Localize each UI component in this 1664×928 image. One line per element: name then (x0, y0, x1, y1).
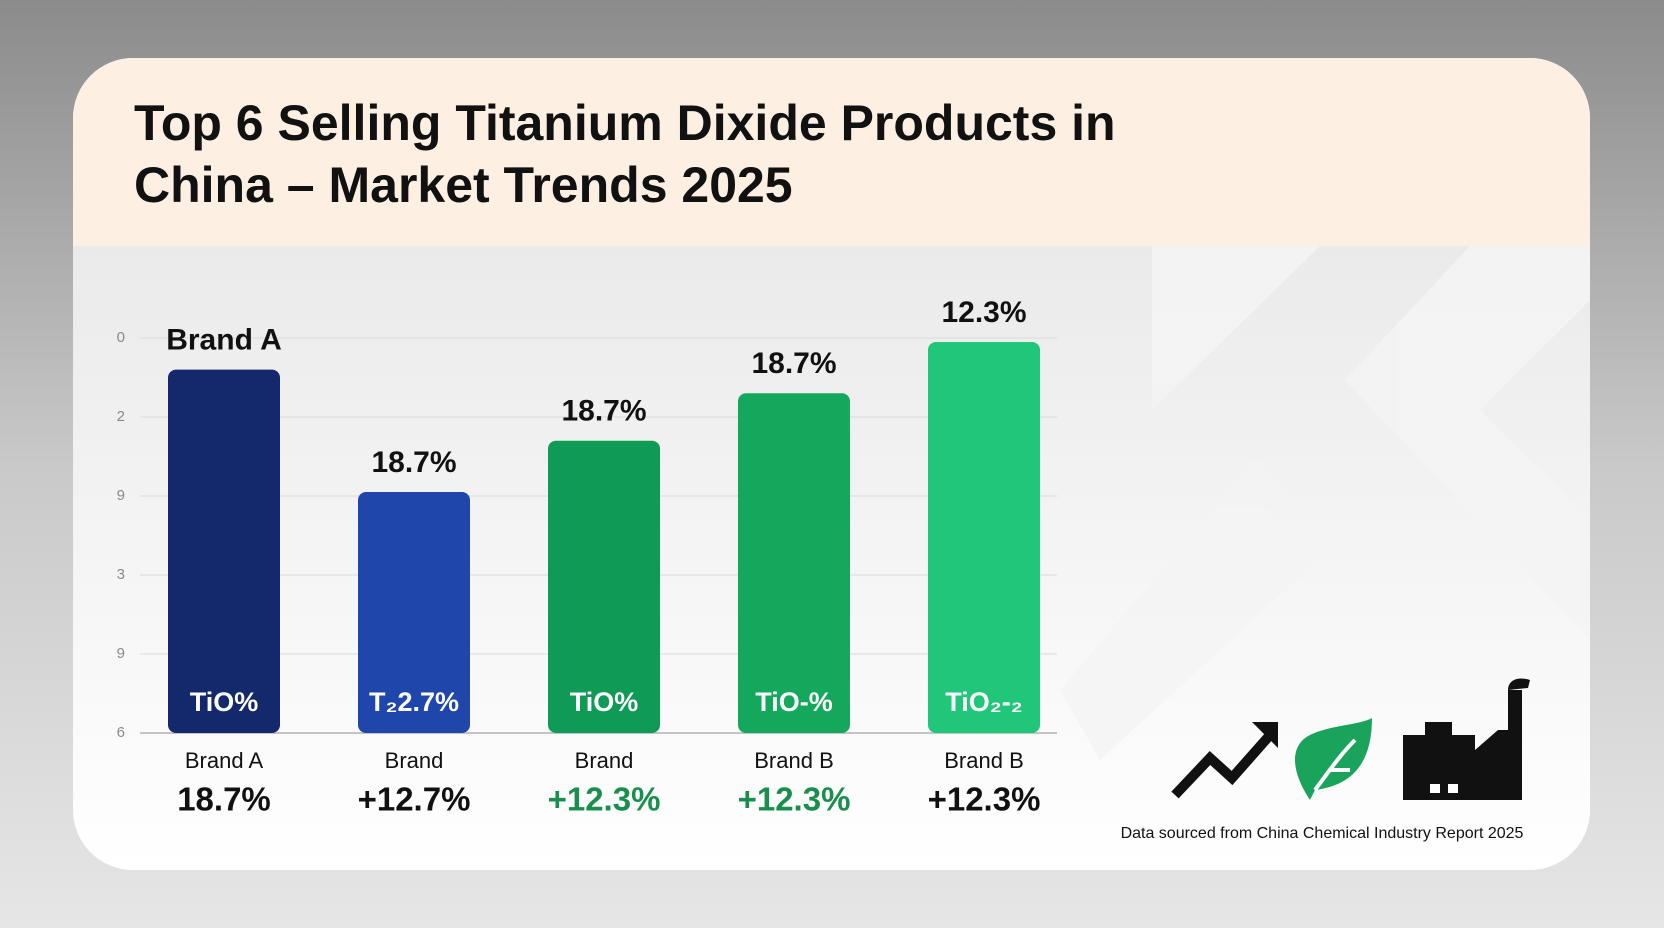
bar-inner-label: TiO% (190, 687, 259, 717)
leaf-vein (1313, 738, 1357, 792)
source-note: Data sourced from China Chemical Industr… (1121, 825, 1524, 842)
bar-top-label: 18.7% (561, 395, 646, 428)
bar-inner-label: TiO% (570, 687, 639, 717)
x-tick-label: Brand A (185, 748, 264, 773)
bar (738, 393, 850, 733)
factory-smoke (1508, 678, 1530, 690)
y-tick-label: 9 (117, 487, 125, 504)
bar (548, 440, 660, 733)
decoration (1060, 246, 1590, 760)
header (73, 58, 1590, 246)
factory-window (1448, 784, 1458, 793)
change-label: +12.3% (928, 781, 1041, 818)
bar-top-label: 12.3% (941, 296, 1026, 329)
change-label: 18.7% (177, 781, 271, 818)
bar-inner-label: TiO-% (755, 687, 833, 717)
x-tick-label: Brand B (754, 748, 834, 773)
y-tick-label: 0 (117, 329, 125, 346)
factory-window (1430, 784, 1440, 793)
change-label: +12.7% (358, 781, 471, 818)
y-tick-label: 3 (117, 566, 125, 583)
y-tick-label: 2 (117, 408, 125, 425)
change-label: +12.3% (548, 781, 661, 818)
bar-top-label: Brand A (166, 324, 282, 357)
bar (358, 492, 470, 733)
factory-icon (1403, 690, 1522, 800)
title-line: Top 6 Selling Titanium Dixide Products i… (134, 95, 1116, 151)
y-tick-label: 9 (117, 645, 125, 662)
title-line: China – Market Trends 2025 (134, 157, 793, 213)
trend-icon (1171, 731, 1274, 799)
icons (1171, 678, 1530, 800)
bar (928, 341, 1040, 733)
x-tick-label: Brand (385, 748, 444, 773)
leaf-icon (1295, 718, 1372, 800)
trend-icon-head (1252, 722, 1278, 748)
change-label: +12.3% (738, 781, 851, 818)
bar (168, 369, 280, 733)
bar-top-label: 18.7% (371, 446, 456, 479)
x-tick-label: Brand (575, 748, 634, 773)
bar-inner-label: TiO₂-₂ (945, 687, 1023, 717)
bar-top-label: 18.7% (751, 347, 836, 380)
y-tick-label: 6 (117, 724, 125, 741)
bar-inner-label: T₂2.7% (369, 687, 459, 717)
x-tick-label: Brand B (944, 748, 1024, 773)
